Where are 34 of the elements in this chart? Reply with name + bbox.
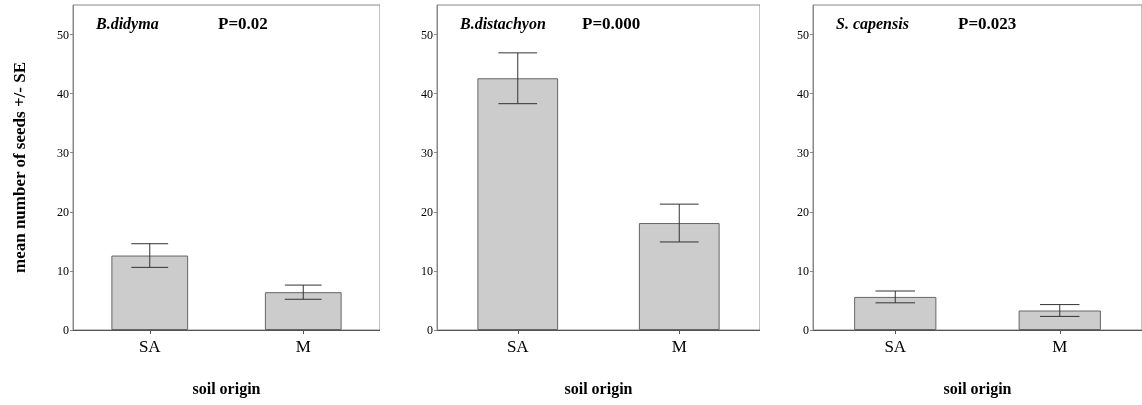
- y-tick-label: 40: [421, 86, 433, 101]
- y-tick-label: 20: [797, 204, 809, 219]
- x-axis-title: soil origin: [943, 379, 1012, 398]
- y-tick-label: 10: [57, 263, 69, 278]
- y-tick-label: 40: [57, 86, 69, 101]
- x-tick-label: M: [1052, 337, 1068, 356]
- y-tick-label: 10: [797, 263, 809, 278]
- x-tick-label: SA: [138, 337, 162, 356]
- y-tick-label: 20: [57, 204, 69, 219]
- x-tick-label: M: [295, 337, 311, 356]
- annotation: P=0.023: [958, 14, 1017, 33]
- text: B.distachyon: [459, 14, 546, 33]
- y-tick-label: 0: [427, 323, 433, 337]
- y-tick-label: 20: [421, 204, 433, 219]
- text: S. capensis: [836, 14, 909, 33]
- x-tick-label: SA: [884, 337, 907, 356]
- x-tick-label: M: [671, 337, 687, 356]
- y-tick-label: 40: [797, 86, 809, 101]
- y-tick-label: 10: [421, 263, 433, 278]
- x-axis-title: soil origin: [192, 379, 261, 398]
- y-tick-label: 30: [57, 145, 69, 160]
- annotation: P=0.000: [582, 14, 641, 33]
- y-tick-label: 0: [63, 323, 69, 337]
- y-tick-label: 30: [797, 145, 809, 160]
- y-axis-title: mean number of seeds +/- SE: [10, 61, 29, 274]
- x-tick-label: SA: [506, 337, 530, 356]
- text: B.didyma: [95, 14, 159, 33]
- y-tick-label: 0: [803, 323, 809, 337]
- y-tick-label: 50: [421, 27, 433, 42]
- y-tick-label: 50: [57, 27, 69, 42]
- y-tick-label: 50: [797, 27, 809, 42]
- annotation: P=0.02: [218, 14, 268, 33]
- y-tick-label: 30: [421, 145, 433, 160]
- x-axis-title: soil origin: [564, 379, 633, 398]
